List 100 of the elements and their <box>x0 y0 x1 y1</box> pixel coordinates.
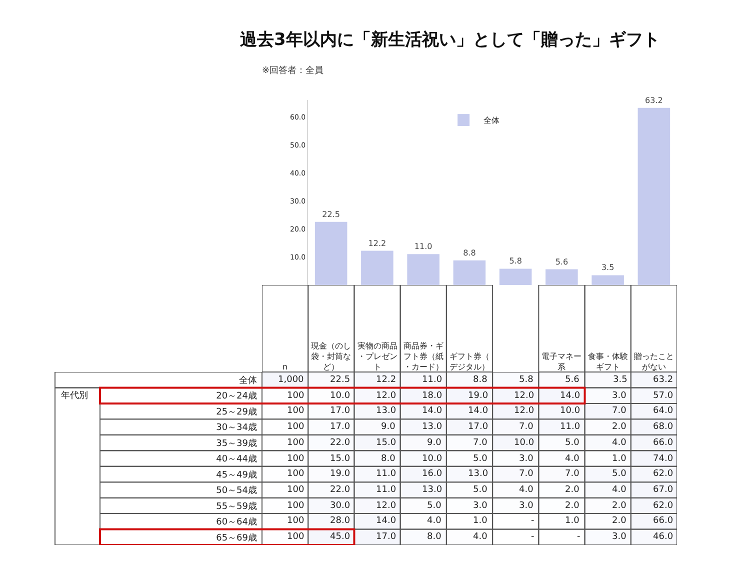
y-tick-label: 45～49歳 <box>216 469 257 480</box>
data-label: 100 <box>287 485 304 495</box>
data-label: 62.0 <box>653 501 674 511</box>
data-label: 8.8 <box>463 248 476 258</box>
y-tick-label: 20～24歳 <box>216 390 257 402</box>
data-label: 11.0 <box>376 469 396 479</box>
data-label: 3.0 <box>473 501 488 511</box>
data-label: 1.0 <box>473 516 488 526</box>
data-label: 5.8 <box>519 375 534 385</box>
data-label: 7.0 <box>519 469 534 479</box>
data-label: 14.0 <box>468 406 488 416</box>
data-label: 4.0 <box>427 516 442 526</box>
data-label: 3.0 <box>612 532 627 542</box>
data-label: 22.5 <box>330 375 350 385</box>
data-label: 12.0 <box>514 406 534 416</box>
data-label: 64.0 <box>653 406 674 416</box>
data-label: 12.2 <box>376 375 396 385</box>
data-label: 8.0 <box>427 532 442 542</box>
data-label: 22.5 <box>322 210 340 219</box>
data-label: 3.5 <box>613 375 628 385</box>
data-label: 30.0 <box>330 501 350 511</box>
data-label: 13.0 <box>468 469 488 479</box>
data-label: 1,000 <box>278 375 304 385</box>
x-tick-label: 電子マネー系 <box>542 352 582 372</box>
legend-label: 全体 <box>484 116 500 126</box>
data-label: 1.0 <box>565 516 580 526</box>
data-label: 67.0 <box>653 485 674 495</box>
data-label: 2.0 <box>565 501 580 511</box>
x-tick-label: 現金（のし袋・封筒など） <box>311 342 352 372</box>
data-label: 10.0 <box>422 454 442 464</box>
data-label: 12.0 <box>514 391 534 401</box>
y-tick-label: 60～64歳 <box>216 516 257 528</box>
data-label: 3.0 <box>612 391 627 401</box>
data-label: 62.0 <box>653 469 674 479</box>
data-label: 7.0 <box>565 469 580 479</box>
bar <box>361 250 394 285</box>
data-label: 17.0 <box>330 406 350 416</box>
data-label: 15.0 <box>376 438 396 448</box>
data-label: 3.0 <box>519 501 534 511</box>
data-label: 4.0 <box>565 454 580 464</box>
data-label: 7.0 <box>519 422 534 432</box>
data-label: 13.0 <box>422 485 442 495</box>
data-label: 4.0 <box>473 532 488 542</box>
data-label: 63.2 <box>645 96 663 105</box>
y-tick-label: 25～29歳 <box>216 406 257 418</box>
y-tick-label: 50～54歳 <box>216 485 257 496</box>
data-label: 10.0 <box>514 438 534 448</box>
data-label: 5.0 <box>473 454 488 464</box>
data-label: 11.0 <box>560 422 580 432</box>
data-label: 8.0 <box>381 454 396 464</box>
data-label: 22.0 <box>330 438 350 448</box>
data-label: 19.0 <box>468 391 488 401</box>
data-label: 11.0 <box>414 242 432 252</box>
bar <box>638 108 670 285</box>
bar <box>407 254 440 285</box>
bar <box>499 268 532 285</box>
data-label: 100 <box>287 391 304 401</box>
data-label: 5.6 <box>565 375 580 385</box>
x-tick-label: 商品券・ギフト券（紙・カード） <box>403 342 444 372</box>
y-tick-label: 30～34歳 <box>216 422 257 434</box>
data-label: 19.0 <box>330 469 350 479</box>
data-label: 9.0 <box>381 422 396 432</box>
bar <box>546 269 578 285</box>
data-label: 5.6 <box>555 257 568 266</box>
data-label: 13.0 <box>422 422 442 432</box>
data-label: 68.0 <box>653 422 674 432</box>
x-tick-label: ギフト券（デジタル） <box>450 352 490 372</box>
data-label: 1.0 <box>612 454 627 464</box>
data-label: 4.0 <box>612 485 627 495</box>
data-label: 5.8 <box>509 256 522 266</box>
data-label: 14.0 <box>560 391 580 401</box>
data-label: 100 <box>287 406 304 416</box>
data-label: 100 <box>287 438 304 448</box>
data-label: 22.0 <box>330 485 350 495</box>
y-tick-label: 35～39歳 <box>216 438 257 449</box>
data-label: 17.0 <box>468 422 488 432</box>
data-label: 17.0 <box>376 532 396 542</box>
x-tick-label: 食事・体験ギフト <box>588 352 628 372</box>
text: - <box>531 516 534 526</box>
data-label: 12.2 <box>368 238 386 248</box>
bar <box>592 275 624 285</box>
text: 年代別 <box>61 390 88 401</box>
data-label: 46.0 <box>653 532 674 542</box>
data-label: 10.0 <box>330 391 350 401</box>
y-tick-label: 40～44歳 <box>216 454 257 465</box>
data-label: 18.0 <box>422 391 442 401</box>
data-label: 45.0 <box>330 532 350 542</box>
data-label: 8.8 <box>473 375 488 385</box>
data-label: 2.0 <box>612 516 627 526</box>
data-label: 10.0 <box>560 406 580 416</box>
x-tick-label: 実物の商品・プレゼント <box>357 342 398 372</box>
text: - <box>531 532 534 542</box>
data-label: 63.2 <box>653 375 674 385</box>
data-label: 100 <box>287 422 304 432</box>
x-tick-label: n <box>282 362 288 372</box>
chart-subtitle: ※回答者：全員 <box>262 64 324 77</box>
data-label: 5.0 <box>473 485 488 495</box>
data-label: 11.0 <box>376 485 396 495</box>
data-label: 5.0 <box>565 438 580 448</box>
y-tick-label: 65～69歳 <box>216 532 257 544</box>
